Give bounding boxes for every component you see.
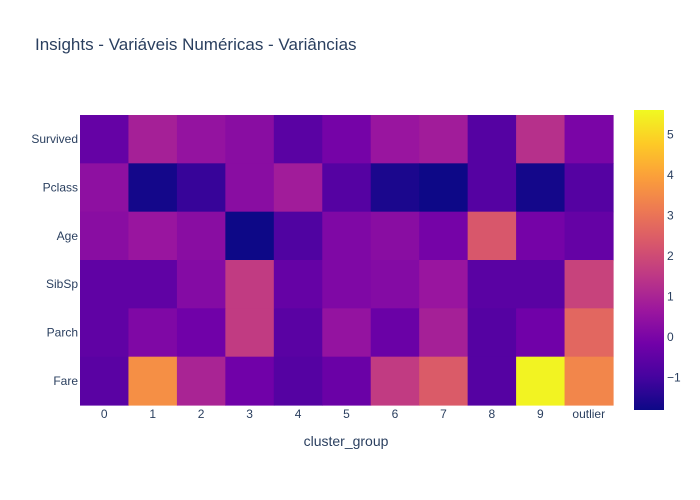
heatmap-cell	[516, 211, 566, 261]
heatmap-cell	[564, 115, 614, 164]
colorbar	[634, 110, 664, 410]
y-tick-label: Age	[57, 229, 79, 243]
heatmap-cell	[467, 115, 517, 164]
x-axis-ticks: 0 1 2 3 4 5 6 7 8 9 outlier	[101, 407, 605, 421]
heatmap-cell	[467, 356, 517, 406]
x-tick-label: 5	[343, 407, 350, 421]
heatmap-cell	[370, 163, 420, 213]
x-tick-label: 9	[537, 407, 544, 421]
heatmap-cell	[467, 163, 517, 213]
heatmap-cell	[176, 356, 226, 406]
heatmap-cell	[80, 260, 130, 309]
heatmap-cell	[80, 115, 130, 164]
heatmap-cell	[80, 308, 130, 358]
heatmap-cell	[273, 308, 323, 358]
x-tick-label: 8	[489, 407, 496, 421]
heatmap-cell	[419, 260, 469, 309]
heatmap-cell	[128, 163, 178, 213]
heatmap-cell	[80, 163, 130, 213]
heatmap-cell	[225, 115, 275, 164]
heatmap-cell	[225, 356, 275, 406]
heatmap-cell	[419, 163, 469, 213]
colorbar-tick-label: −1	[667, 371, 681, 385]
heatmap-cell	[80, 211, 130, 261]
y-tick-label: Fare	[53, 374, 78, 388]
y-tick-label: Pclass	[43, 181, 78, 195]
heatmap-cell	[370, 356, 420, 406]
heatmap-cells	[80, 115, 614, 406]
heatmap-cell	[516, 115, 566, 164]
heatmap-cell	[225, 211, 275, 261]
heatmap-cell	[273, 260, 323, 309]
colorbar-tick-label: 0	[667, 330, 674, 344]
heatmap-cell	[176, 308, 226, 358]
x-tick-label: 4	[295, 407, 302, 421]
heatmap-cell	[419, 211, 469, 261]
colorbar-tick-label: 2	[667, 249, 674, 263]
heatmap-cell	[322, 163, 372, 213]
x-tick-label: 2	[198, 407, 205, 421]
heatmap-cell	[467, 211, 517, 261]
heatmap-cell	[80, 356, 130, 406]
heatmap-cell	[322, 308, 372, 358]
colorbar-tick-label: 5	[667, 127, 674, 141]
heatmap-cell	[516, 356, 566, 406]
heatmap-cell	[273, 211, 323, 261]
heatmap-cell	[516, 260, 566, 309]
chart-title: Insights - Variáveis Numéricas - Variânc…	[35, 35, 357, 54]
x-tick-label: 0	[101, 407, 108, 421]
heatmap-cell	[564, 356, 614, 406]
y-tick-label: SibSp	[46, 277, 78, 291]
x-tick-label: 3	[246, 407, 253, 421]
x-tick-label: outlier	[572, 407, 605, 421]
heatmap-cell	[176, 260, 226, 309]
heatmap-cell	[516, 308, 566, 358]
heatmap-cell	[176, 115, 226, 164]
heatmap-cell	[564, 211, 614, 261]
colorbar-tick-label: 3	[667, 208, 674, 222]
heatmap-cell	[225, 308, 275, 358]
x-tick-label: 7	[440, 407, 447, 421]
heatmap-cell	[225, 260, 275, 309]
heatmap-cell	[225, 163, 275, 213]
heatmap-cell	[322, 356, 372, 406]
heatmap-cell	[467, 308, 517, 358]
colorbar-ticks: −1 0 1 2 3 4 5	[667, 127, 681, 384]
heatmap-cell	[516, 163, 566, 213]
colorbar-tick-label: 1	[667, 289, 674, 303]
heatmap-cell	[273, 115, 323, 164]
heatmap-cell	[370, 260, 420, 309]
heatmap-cell	[273, 163, 323, 213]
heatmap-cell	[128, 260, 178, 309]
x-axis-title: cluster_group	[304, 433, 389, 449]
x-tick-label: 1	[149, 407, 156, 421]
heatmap-cell	[128, 308, 178, 358]
heatmap-cell	[419, 308, 469, 358]
heatmap-cell	[370, 115, 420, 164]
heatmap-cell	[273, 356, 323, 406]
heatmap-cell	[322, 115, 372, 164]
heatmap-cell	[564, 308, 614, 358]
heatmap-cell	[564, 163, 614, 213]
y-tick-label: Survived	[31, 132, 78, 146]
heatmap-cell	[128, 211, 178, 261]
y-axis-ticks: Survived Pclass Age SibSp Parch Fare	[31, 132, 78, 388]
colorbar-tick-label: 4	[667, 168, 674, 182]
heatmap-cell	[370, 308, 420, 358]
heatmap-cell	[564, 260, 614, 309]
heatmap-cell	[128, 356, 178, 406]
heatmap-cell	[419, 115, 469, 164]
heatmap-cell	[419, 356, 469, 406]
heatmap-cell	[370, 211, 420, 261]
y-tick-label: Parch	[47, 326, 78, 340]
heatmap-cell	[128, 115, 178, 164]
heatmap-cell	[322, 260, 372, 309]
heatmap-cell	[176, 163, 226, 213]
heatmap-cell	[322, 211, 372, 261]
x-tick-label: 6	[392, 407, 399, 421]
heatmap-cell	[176, 211, 226, 261]
heatmap-cell	[467, 260, 517, 309]
